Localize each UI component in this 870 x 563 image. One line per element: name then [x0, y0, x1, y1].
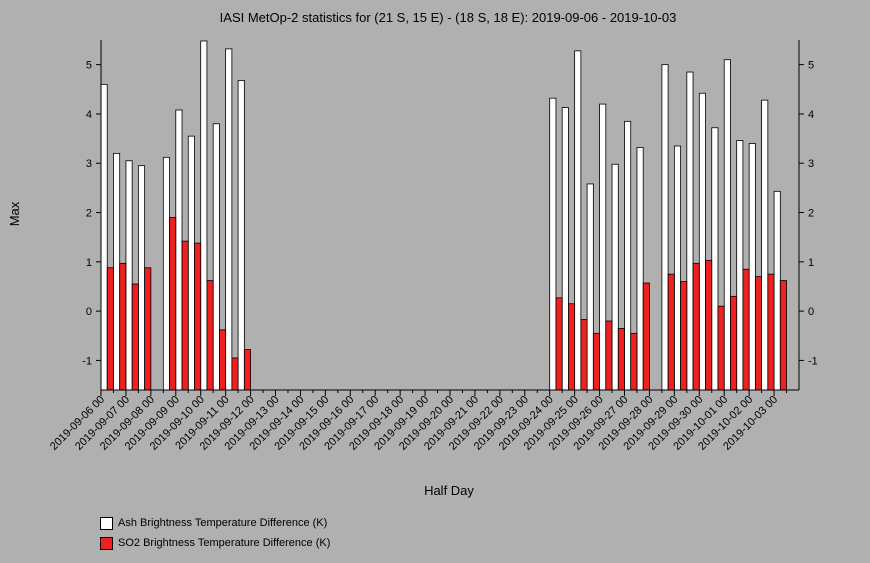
chart-title: IASI MetOp-2 statistics for (21 S, 15 E)… — [220, 10, 677, 25]
bar-so2 — [717, 305, 725, 391]
legend-label-ash: Ash Brightness Temperature Difference (K… — [118, 517, 328, 529]
bar-ash — [100, 83, 108, 391]
bar-so2 — [568, 303, 576, 391]
bar-ash — [599, 103, 607, 391]
bar-so2 — [630, 332, 638, 391]
bar-so2 — [169, 217, 177, 391]
bar-so2 — [194, 242, 202, 391]
y-tick-label-left: 4 — [86, 109, 92, 121]
y-tick-label-left: 3 — [86, 158, 92, 170]
y-axis-label: Max — [7, 201, 22, 226]
bar-ash — [574, 50, 582, 391]
bar-ash — [549, 97, 557, 391]
legend-item-ash: Ash Brightness Temperature Difference (K… — [100, 513, 330, 533]
bar-ash — [661, 64, 669, 391]
bar-ash — [586, 183, 594, 391]
bar-so2 — [119, 262, 127, 391]
bar-ash — [200, 40, 208, 391]
bar-ash — [225, 48, 233, 391]
bars-layer — [100, 40, 787, 391]
bar-ash — [125, 160, 133, 391]
legend: Ash Brightness Temperature Difference (K… — [100, 513, 330, 553]
bar-so2 — [680, 281, 688, 391]
y-tick-label-right: 5 — [808, 60, 814, 72]
bar-ash — [113, 152, 121, 391]
bar-ash — [761, 99, 769, 391]
bar-so2 — [692, 262, 700, 391]
bar-ash — [137, 165, 146, 391]
y-tick-label-right: 2 — [808, 208, 814, 220]
bar-ash — [624, 120, 632, 391]
y-tick-label-right: 4 — [808, 109, 814, 121]
bar-ash — [212, 123, 220, 391]
bar-so2 — [206, 280, 214, 391]
y-tick-label-right: 1 — [808, 257, 814, 269]
y-tick-label-left: 5 — [86, 60, 92, 72]
bar-ash — [611, 163, 619, 391]
bar-ash — [237, 80, 245, 391]
y-tick-label-right: 3 — [808, 158, 814, 170]
bar-so2 — [742, 268, 750, 391]
bar-so2 — [605, 320, 613, 391]
y-tick-label-left: 0 — [86, 306, 92, 318]
legend-label-so2: SO2 Brightness Temperature Difference (K… — [118, 537, 331, 549]
bar-ash — [686, 71, 694, 391]
bar-ash — [748, 143, 756, 391]
bar-so2 — [767, 273, 775, 391]
bar-ash — [773, 190, 781, 391]
bar-so2 — [181, 240, 189, 391]
bar-ash — [723, 59, 731, 391]
bar-so2 — [642, 282, 650, 391]
y-tick-label-left: 2 — [86, 208, 92, 220]
bar-ash — [711, 127, 719, 391]
bar-so2 — [231, 357, 239, 391]
bar-so2 — [754, 276, 763, 391]
bar-ash — [175, 109, 183, 391]
y-tick-label-right: -1 — [808, 355, 818, 367]
bar-so2 — [555, 297, 563, 391]
bar-so2 — [667, 273, 675, 391]
bar-so2 — [779, 280, 787, 391]
y-tick-label-right: 0 — [808, 306, 814, 318]
bar-so2 — [580, 319, 588, 391]
bar-ash — [698, 92, 706, 391]
legend-swatch-so2 — [100, 536, 113, 550]
legend-item-so2: SO2 Brightness Temperature Difference (K… — [100, 533, 330, 553]
y-tick-label-left: 1 — [86, 257, 92, 269]
bar-so2 — [243, 349, 251, 391]
bar-so2 — [617, 327, 625, 391]
bar-ash — [636, 147, 644, 391]
bar-so2 — [219, 329, 227, 391]
bar-so2 — [131, 283, 139, 391]
bar-so2 — [705, 259, 713, 391]
bar-so2 — [144, 267, 152, 391]
bar-so2 — [106, 267, 114, 391]
y-tick-label-left: -1 — [82, 355, 92, 367]
bar-ash — [736, 140, 744, 391]
bar-so2 — [730, 295, 738, 391]
bar-ash — [673, 145, 681, 391]
bar-ash — [162, 156, 170, 391]
bar-ash — [187, 135, 195, 391]
legend-swatch-ash — [100, 516, 113, 530]
bar-ash — [561, 107, 569, 391]
bar-so2 — [592, 332, 600, 391]
x-axis-label: Half Day — [424, 483, 474, 498]
